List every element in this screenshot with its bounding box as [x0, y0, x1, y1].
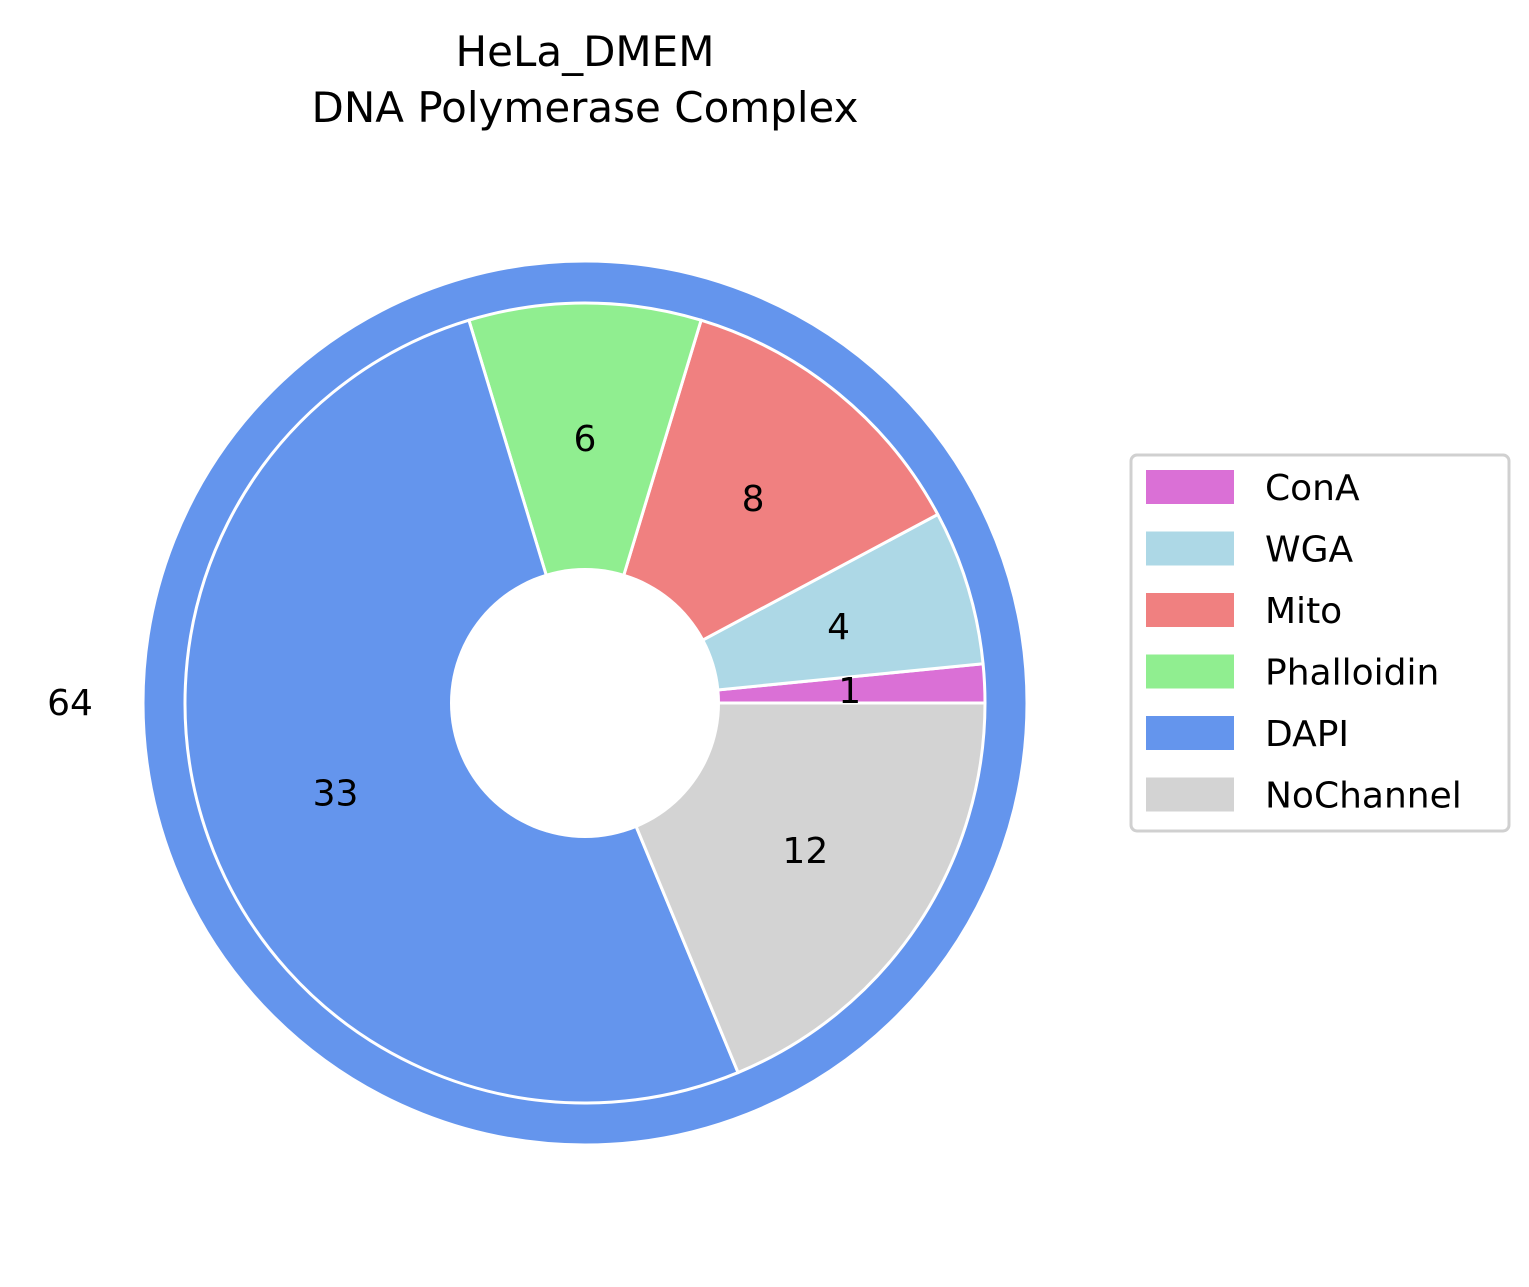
outer-ring-label: 64 [47, 683, 93, 724]
slice-label-wga: 4 [827, 607, 850, 648]
legend-swatch-phalloidin [1146, 654, 1234, 689]
legend-label-mito: Mito [1265, 591, 1342, 632]
legend-swatch-nochannel [1146, 777, 1234, 812]
legend-label-nochannel: NoChannel [1265, 776, 1462, 817]
chart-subtitle: DNA Polymerase Complex [312, 83, 859, 132]
legend-swatch-dapi [1146, 716, 1234, 750]
slice-label-phalloidin: 6 [574, 419, 597, 460]
legend: ConA WGA Mito Phalloidin DAPI NoChannel [1129, 453, 1511, 833]
legend-swatch-wga [1146, 531, 1234, 566]
legend-label-cona: ConA [1265, 468, 1360, 509]
pie-slice-nochannel [583, 701, 987, 1075]
legend-label-dapi: DAPI [1265, 714, 1349, 755]
legend-label-wga: WGA [1265, 530, 1353, 571]
slice-label-mito: 8 [742, 479, 765, 520]
donut-hole [450, 568, 720, 838]
legend-label-phalloidin: Phalloidin [1265, 653, 1439, 694]
slice-label-cona: 1 [838, 671, 861, 712]
chart-title: HeLa_DMEM [456, 27, 715, 76]
slice-label-dapi: 33 [313, 773, 359, 814]
legend-swatch-mito [1146, 593, 1234, 627]
slice-labels: 1 4 8 6 33 12 [313, 419, 862, 872]
slice-label-nochannel: 12 [782, 831, 828, 872]
pie-slice-phalloidin [467, 301, 703, 705]
legend-swatch-cona [1146, 470, 1234, 504]
